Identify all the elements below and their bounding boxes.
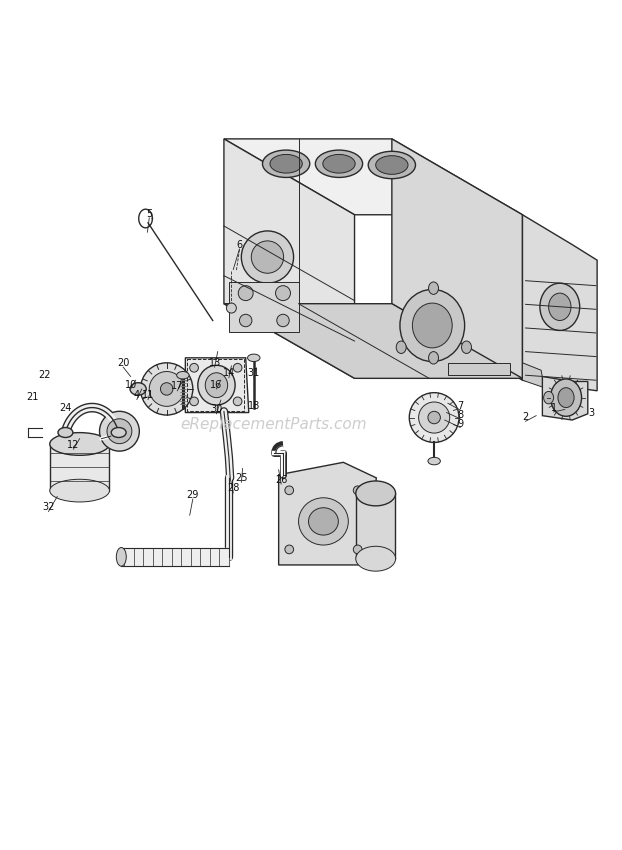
Text: 14: 14 <box>223 368 235 378</box>
Text: 6: 6 <box>236 240 243 250</box>
Text: 8: 8 <box>457 410 463 420</box>
Text: 13: 13 <box>208 358 221 368</box>
Ellipse shape <box>100 411 139 451</box>
Ellipse shape <box>299 498 348 545</box>
Polygon shape <box>185 358 249 412</box>
Ellipse shape <box>376 156 408 174</box>
Text: 3: 3 <box>588 407 594 417</box>
Ellipse shape <box>400 289 465 361</box>
Ellipse shape <box>462 341 471 354</box>
Text: 1: 1 <box>550 403 557 412</box>
Ellipse shape <box>239 314 252 326</box>
Text: 25: 25 <box>235 473 248 483</box>
Ellipse shape <box>198 366 235 405</box>
Circle shape <box>285 545 294 553</box>
Ellipse shape <box>276 286 290 301</box>
Circle shape <box>419 402 450 434</box>
Circle shape <box>428 411 440 424</box>
Ellipse shape <box>270 155 302 173</box>
Text: 9: 9 <box>457 419 463 428</box>
Text: 18: 18 <box>248 401 260 411</box>
Ellipse shape <box>549 293 571 320</box>
Text: 28: 28 <box>227 484 239 494</box>
Polygon shape <box>229 282 299 332</box>
Text: 24: 24 <box>59 403 72 412</box>
Text: 4: 4 <box>134 390 140 400</box>
Ellipse shape <box>396 341 406 354</box>
Text: 31: 31 <box>248 368 260 378</box>
Ellipse shape <box>429 352 439 364</box>
Ellipse shape <box>177 371 189 379</box>
Text: 29: 29 <box>187 490 199 500</box>
Text: eReplacementParts.com: eReplacementParts.com <box>180 417 367 433</box>
Text: 26: 26 <box>275 475 287 484</box>
Text: 32: 32 <box>42 502 55 512</box>
Text: 30: 30 <box>210 405 223 415</box>
Ellipse shape <box>107 419 132 444</box>
Text: 5: 5 <box>146 208 152 218</box>
Text: 12: 12 <box>67 440 80 450</box>
Circle shape <box>353 545 362 553</box>
Ellipse shape <box>540 283 580 331</box>
Polygon shape <box>448 363 510 375</box>
Ellipse shape <box>205 373 228 398</box>
Text: 7: 7 <box>457 401 463 411</box>
Ellipse shape <box>50 479 109 502</box>
Ellipse shape <box>251 241 284 273</box>
Ellipse shape <box>130 382 146 395</box>
Ellipse shape <box>356 547 396 571</box>
Ellipse shape <box>50 433 109 456</box>
Circle shape <box>285 486 294 495</box>
Ellipse shape <box>368 151 415 178</box>
Ellipse shape <box>262 150 310 178</box>
Ellipse shape <box>248 354 260 361</box>
Circle shape <box>160 382 173 395</box>
Polygon shape <box>50 444 109 490</box>
Ellipse shape <box>58 428 73 438</box>
Ellipse shape <box>550 379 582 416</box>
Polygon shape <box>522 215 597 391</box>
Text: 11: 11 <box>142 390 154 400</box>
Ellipse shape <box>428 457 440 465</box>
Circle shape <box>409 393 459 442</box>
Ellipse shape <box>315 150 363 178</box>
Ellipse shape <box>412 303 452 348</box>
Text: 10: 10 <box>124 380 137 389</box>
Polygon shape <box>392 139 522 380</box>
Ellipse shape <box>356 481 396 506</box>
Ellipse shape <box>544 391 554 404</box>
Ellipse shape <box>309 507 338 536</box>
Ellipse shape <box>323 155 355 173</box>
Ellipse shape <box>558 388 574 408</box>
Text: 21: 21 <box>26 392 39 402</box>
Text: 20: 20 <box>117 358 129 368</box>
Polygon shape <box>224 303 522 378</box>
Ellipse shape <box>111 428 126 438</box>
Ellipse shape <box>238 286 253 301</box>
Circle shape <box>190 397 198 405</box>
Circle shape <box>226 303 236 313</box>
Polygon shape <box>224 139 355 378</box>
Ellipse shape <box>241 231 294 283</box>
Circle shape <box>233 364 242 372</box>
Ellipse shape <box>277 314 289 326</box>
Circle shape <box>353 486 362 495</box>
Text: 16: 16 <box>210 380 223 389</box>
Polygon shape <box>356 493 395 558</box>
Polygon shape <box>542 377 588 420</box>
Ellipse shape <box>116 547 126 566</box>
Text: 22: 22 <box>39 371 51 380</box>
Circle shape <box>149 371 184 406</box>
Polygon shape <box>224 139 522 215</box>
Text: 17: 17 <box>171 382 183 392</box>
Text: 2: 2 <box>522 412 529 422</box>
Polygon shape <box>522 363 544 388</box>
Circle shape <box>141 363 193 415</box>
Circle shape <box>233 397 242 405</box>
Ellipse shape <box>429 282 439 294</box>
Polygon shape <box>279 462 376 565</box>
Circle shape <box>190 364 198 372</box>
